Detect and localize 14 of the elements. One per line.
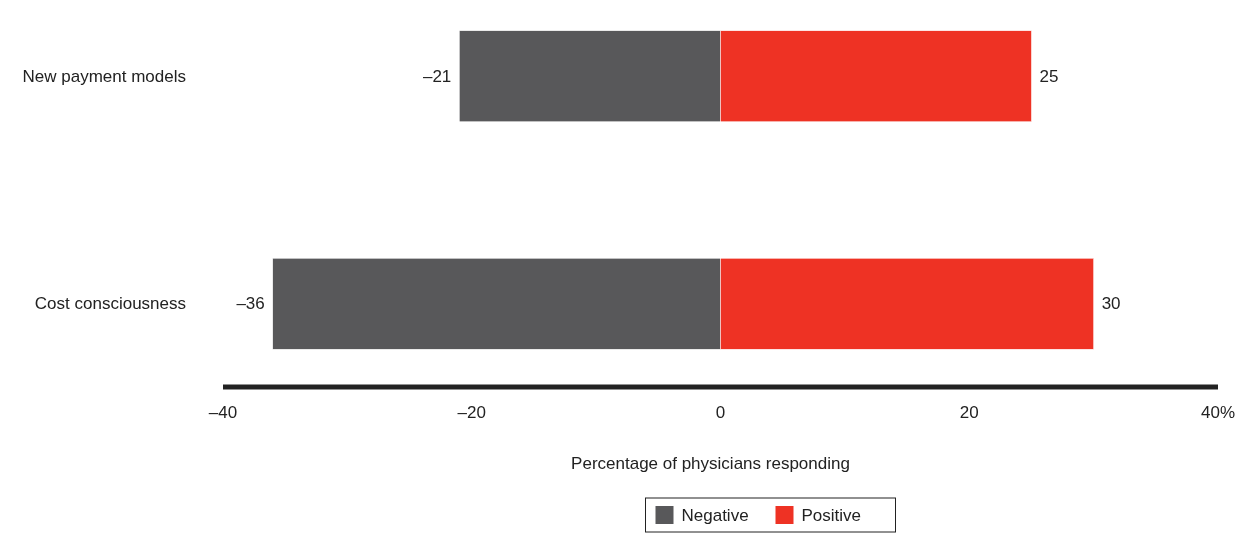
x-tick-label: 20: [959, 403, 979, 422]
data-label: –36: [236, 294, 265, 314]
x-tick-label: –40: [208, 403, 238, 422]
x-tick-label: –20: [457, 403, 486, 422]
y-tick-label: New payment models: [22, 66, 186, 86]
x-tick-label: 40%: [1200, 403, 1236, 422]
data-label: 25: [1039, 66, 1059, 86]
legend-label: Negative: [681, 505, 749, 525]
data-label: 30: [1101, 294, 1121, 314]
x-axis-title: Percentage of physicians responding: [571, 454, 850, 473]
legend-label: Positive: [801, 505, 862, 525]
y-tick-label: Cost consciousness: [34, 294, 186, 314]
x-tick-label: 0: [715, 403, 726, 422]
data-label: –21: [422, 66, 452, 86]
